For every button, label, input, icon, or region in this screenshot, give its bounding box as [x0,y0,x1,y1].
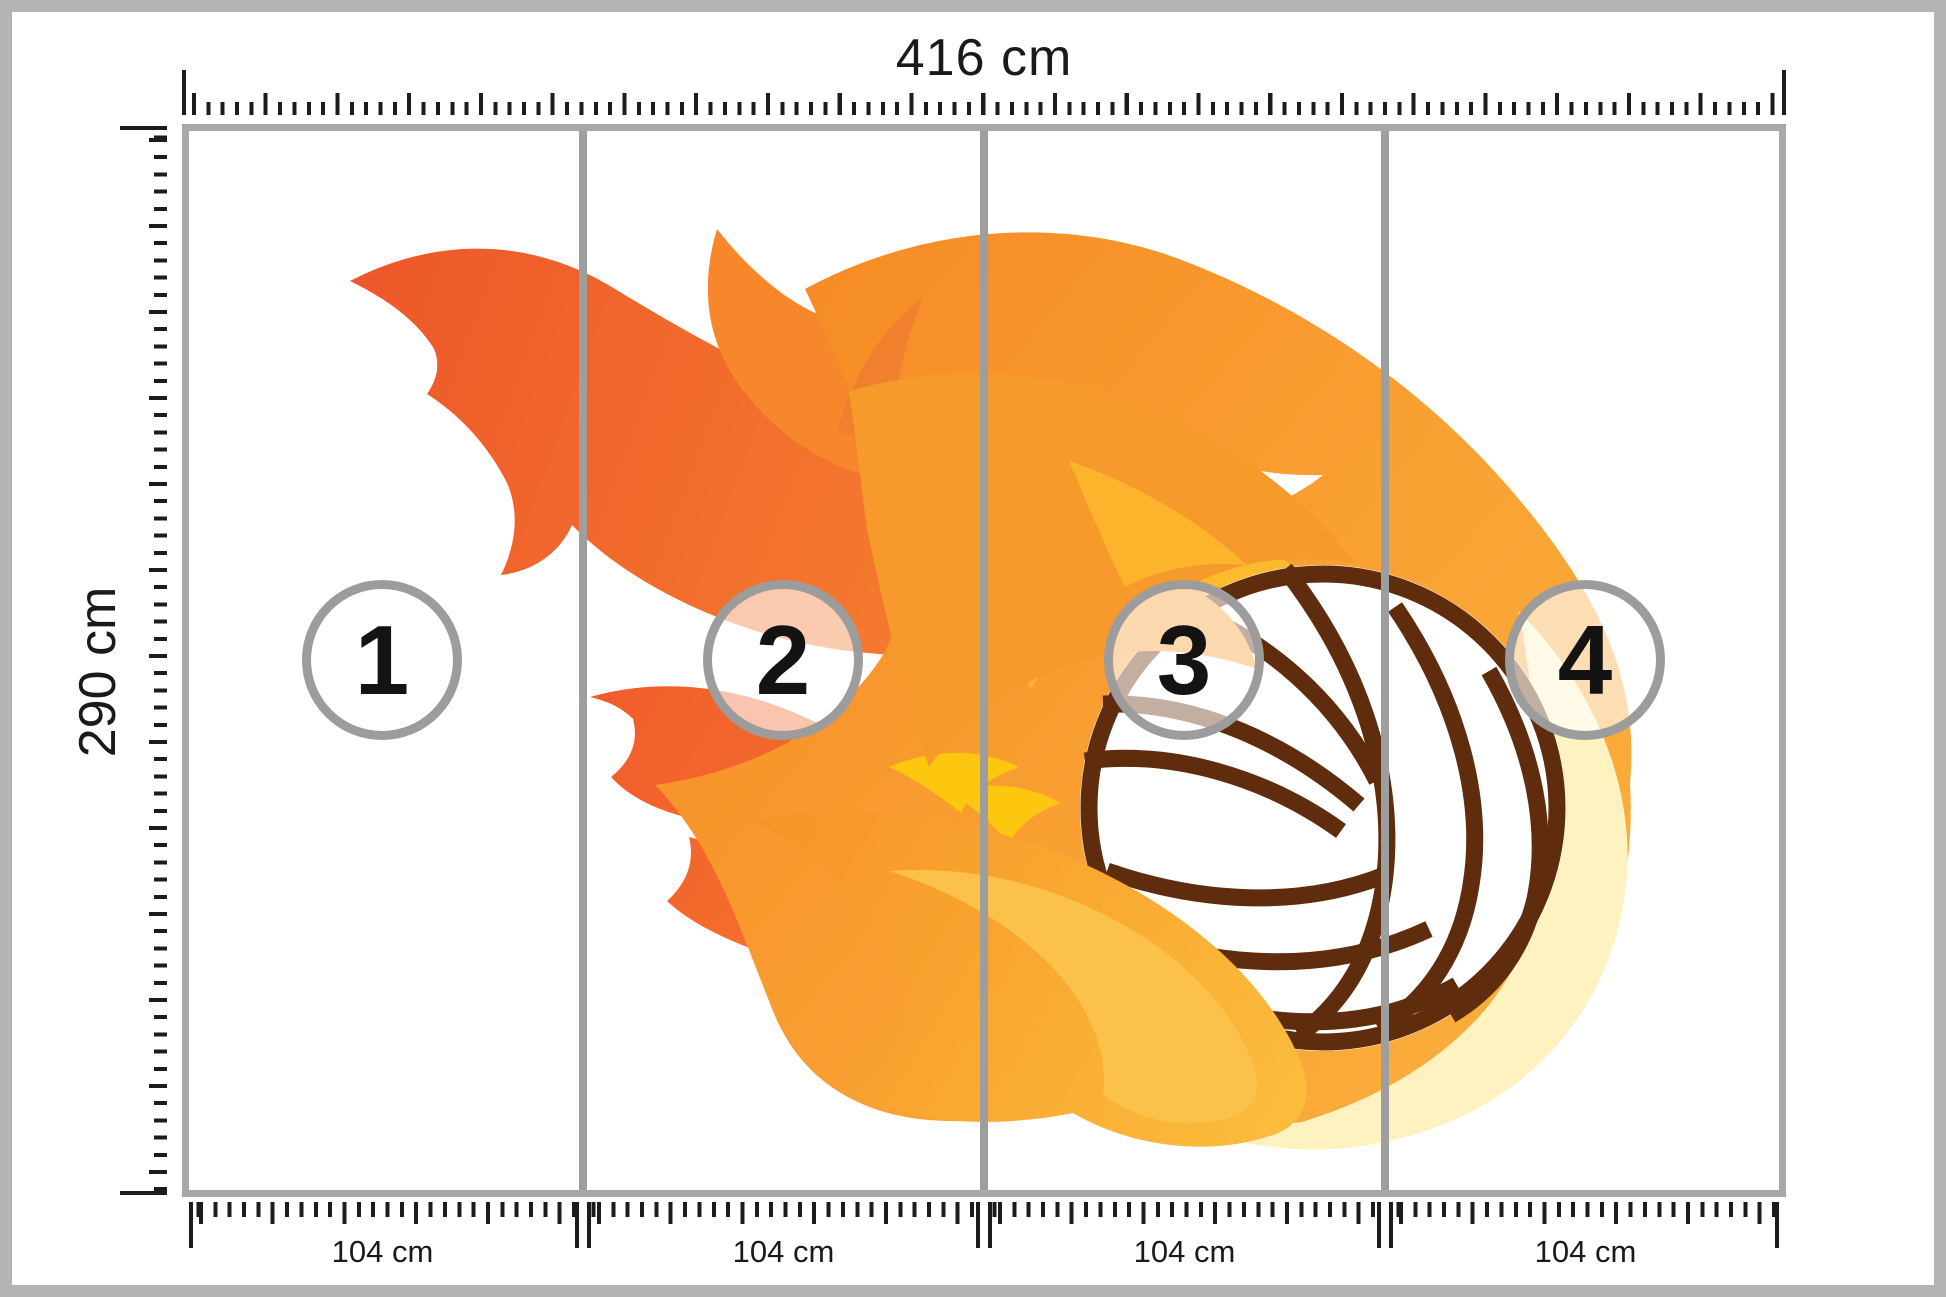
left-ruler [120,126,167,1195]
panel-number-badge-1: 1 [302,580,462,740]
total-height-label: 290 cm [69,586,127,758]
top-ruler [182,70,1786,115]
panel-number-badge-2: 2 [703,580,863,740]
panel-width-label-1: 104 cm [331,1234,434,1269]
bottom-ruler-panel-1 [189,1202,579,1248]
panel-divider-2 [980,131,988,1190]
bottom-ruler-panel-3 [988,1202,1381,1248]
panel-number-badge-3: 3 [1104,580,1264,740]
bottom-ruler-panel-2 [587,1202,980,1248]
panel-width-label-4: 104 cm [1534,1234,1637,1269]
panel-width-label-2: 104 cm [732,1234,835,1269]
panel-number-badge-4: 4 [1505,580,1665,740]
wallpaper-preview: 1 2 3 4 [182,124,1786,1197]
bottom-ruler-panel-4 [1389,1202,1779,1248]
panel-divider-3 [1381,131,1389,1190]
panel-width-label-3: 104 cm [1133,1234,1236,1269]
panel-divider-1 [579,131,587,1190]
